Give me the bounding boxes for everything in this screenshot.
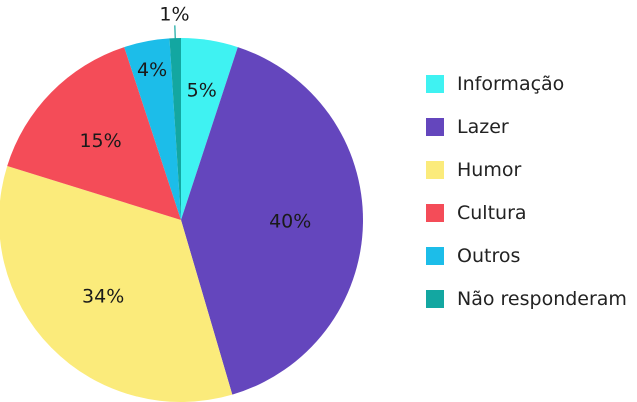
legend: Informação Lazer Humor Cultura Outros Não res… <box>426 73 627 310</box>
legend-swatch-lazer <box>426 118 444 136</box>
pie-slice-humor <box>0 165 233 402</box>
legend-label-lazer: Lazer <box>457 116 509 138</box>
legend-swatch-outros <box>426 247 444 265</box>
legend-label-nao-responderam: Não responderam <box>457 288 627 310</box>
pie-value-label-cultura: 15% <box>79 130 121 152</box>
pie-slice-outros <box>124 38 181 220</box>
legend-swatch-informacao <box>426 75 444 93</box>
pie-slice-informacao <box>181 38 238 220</box>
legend-swatch-cultura <box>426 204 444 222</box>
pie-slice-cultura <box>7 47 181 221</box>
legend-label-informacao: Informação <box>457 73 564 95</box>
pie-value-labels: 5% 40% 34% 15% 4% 1% <box>79 3 311 307</box>
legend-label-cultura: Cultura <box>457 202 527 224</box>
pie-value-label-informacao: 5% <box>187 80 217 102</box>
legend-label-outros: Outros <box>457 245 520 267</box>
pie-slices <box>0 38 363 402</box>
legend-label-humor: Humor <box>457 159 521 181</box>
pie-value-label-lazer: 40% <box>269 211 311 233</box>
pie-value-label-humor: 34% <box>82 286 124 308</box>
pie-slice-nao-responderam <box>169 38 181 220</box>
pie-value-label-nao-responderam: 1% <box>159 3 189 25</box>
pie-value-label-outros: 4% <box>137 59 167 81</box>
legend-swatch-humor <box>426 161 444 179</box>
pie-slice-lazer <box>181 47 363 395</box>
legend-swatch-nao-responderam <box>426 290 444 308</box>
